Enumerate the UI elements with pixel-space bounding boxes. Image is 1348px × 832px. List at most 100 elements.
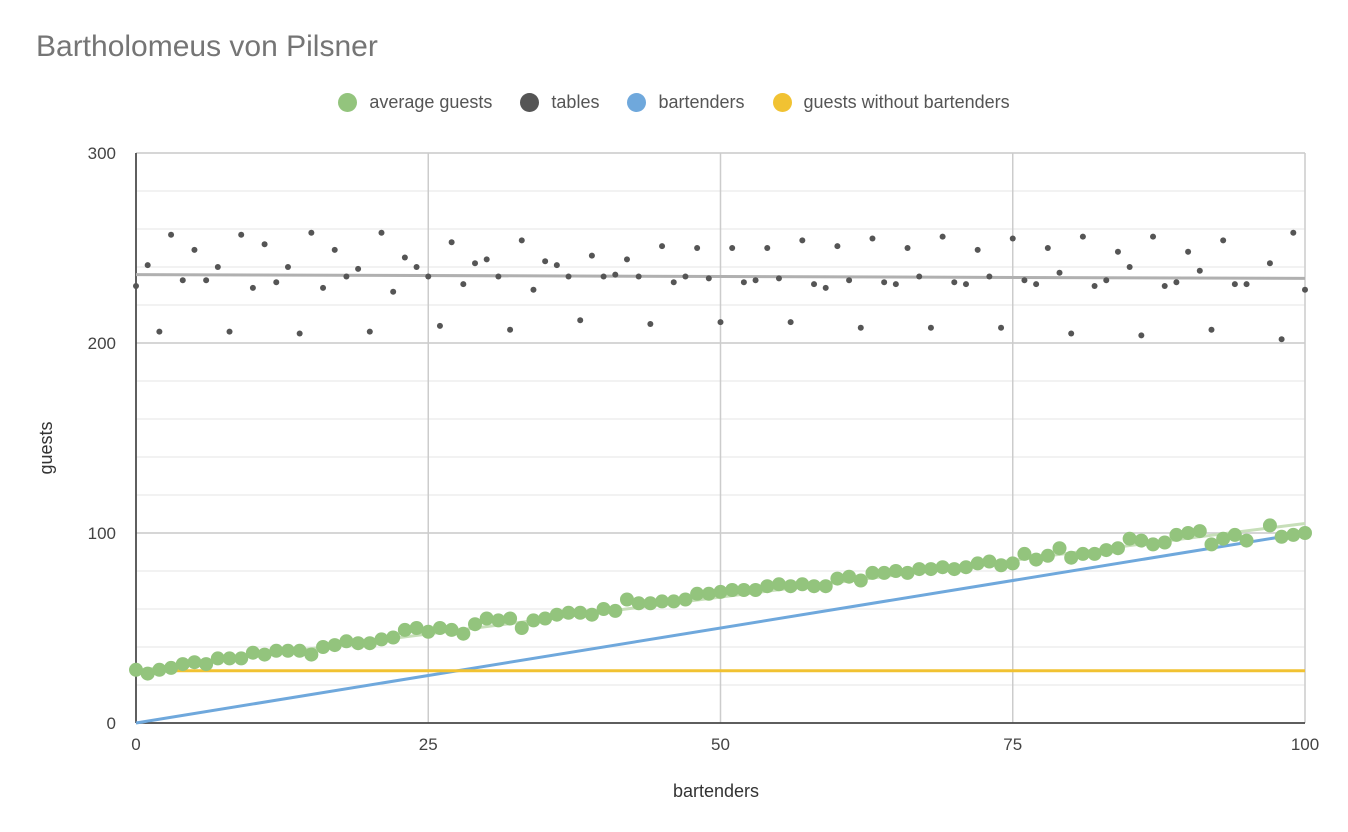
y-tick-label: 200 bbox=[88, 334, 116, 353]
point-average-guests bbox=[257, 647, 272, 662]
point-tables bbox=[846, 277, 853, 284]
point-average-guests bbox=[853, 573, 868, 588]
point-average-guests bbox=[958, 560, 973, 575]
point-average-guests bbox=[234, 651, 249, 666]
point-tables bbox=[1243, 281, 1250, 288]
point-tables bbox=[390, 288, 397, 295]
point-tables bbox=[378, 229, 385, 236]
legend-label-average-guests: average guests bbox=[369, 92, 493, 112]
point-tables bbox=[1196, 267, 1203, 274]
point-average-guests bbox=[339, 634, 354, 649]
point-average-guests bbox=[807, 579, 822, 594]
point-average-guests bbox=[526, 613, 541, 628]
point-average-guests bbox=[129, 662, 143, 677]
legend-item-guests-without-bartenders[interactable]: guests without bartenders bbox=[772, 92, 1010, 113]
legend-swatch-guests-without-bartenders bbox=[772, 93, 792, 112]
point-tables bbox=[1231, 281, 1238, 288]
point-average-guests bbox=[1029, 552, 1044, 567]
point-average-guests bbox=[316, 640, 331, 654]
point-average-guests bbox=[479, 611, 494, 626]
point-tables bbox=[717, 319, 724, 326]
point-tables bbox=[565, 273, 572, 280]
point-tables bbox=[647, 321, 654, 327]
point-tables bbox=[752, 277, 759, 284]
point-tables bbox=[1161, 283, 1168, 289]
point-tables bbox=[191, 246, 198, 253]
legend-item-average-guests[interactable]: average guests bbox=[338, 92, 492, 113]
point-tables bbox=[296, 330, 303, 337]
point-tables bbox=[156, 328, 163, 335]
y-tick-label: 300 bbox=[88, 144, 116, 163]
point-tables bbox=[273, 279, 280, 286]
point-average-guests bbox=[1157, 535, 1172, 550]
point-tables bbox=[1033, 281, 1040, 288]
point-average-guests bbox=[1274, 529, 1289, 544]
trendline-tables bbox=[135, 273, 1306, 280]
point-average-guests bbox=[783, 579, 798, 594]
point-tables bbox=[179, 277, 186, 284]
point-tables bbox=[1138, 332, 1145, 339]
point-tables bbox=[1302, 286, 1308, 293]
point-average-guests bbox=[947, 562, 962, 577]
point-average-guests bbox=[982, 554, 997, 569]
chart-marks bbox=[129, 229, 1312, 725]
point-average-guests bbox=[888, 564, 903, 578]
point-average-guests bbox=[140, 666, 155, 681]
point-average-guests bbox=[994, 558, 1009, 573]
axes: 0 100 200 300 0 25 50 75 100 bbox=[88, 144, 1320, 754]
point-average-guests bbox=[678, 592, 693, 607]
point-tables bbox=[1150, 233, 1157, 240]
point-average-guests bbox=[655, 594, 670, 609]
point-average-guests bbox=[199, 657, 214, 672]
x-tick-label: 100 bbox=[1291, 735, 1319, 754]
point-average-guests bbox=[619, 592, 634, 607]
point-tables bbox=[168, 231, 175, 238]
point-average-guests bbox=[865, 565, 880, 580]
point-average-guests bbox=[608, 603, 623, 618]
point-tables bbox=[623, 256, 630, 263]
point-average-guests bbox=[514, 621, 529, 635]
point-average-guests bbox=[795, 577, 810, 592]
point-average-guests bbox=[397, 622, 412, 637]
point-tables bbox=[366, 328, 373, 335]
point-tables bbox=[962, 281, 969, 288]
point-tables bbox=[331, 246, 338, 253]
point-tables bbox=[542, 258, 549, 265]
point-tables bbox=[425, 273, 432, 280]
point-tables bbox=[448, 239, 455, 246]
point-average-guests bbox=[351, 636, 366, 651]
point-tables bbox=[740, 279, 747, 286]
point-average-guests bbox=[1239, 533, 1254, 548]
point-average-guests bbox=[771, 577, 786, 592]
point-average-guests bbox=[666, 594, 681, 609]
point-tables bbox=[214, 264, 221, 270]
point-average-guests bbox=[280, 643, 295, 658]
point-tables bbox=[916, 273, 923, 280]
point-tables bbox=[588, 252, 595, 259]
legend-item-bartenders[interactable]: bartenders bbox=[627, 92, 745, 113]
point-tables bbox=[507, 326, 514, 333]
point-tables bbox=[1220, 237, 1227, 244]
point-tables bbox=[811, 281, 818, 288]
point-average-guests bbox=[1286, 527, 1301, 542]
point-tables bbox=[1114, 248, 1121, 255]
point-average-guests bbox=[1005, 556, 1020, 571]
point-tables bbox=[530, 286, 537, 293]
point-average-guests bbox=[152, 662, 167, 677]
x-axis-label: bartenders bbox=[673, 781, 759, 801]
point-average-guests bbox=[912, 562, 927, 577]
point-average-guests bbox=[970, 556, 985, 571]
point-average-guests bbox=[596, 602, 611, 616]
point-tables bbox=[1021, 277, 1028, 284]
point-average-guests bbox=[1122, 531, 1137, 546]
point-tables bbox=[927, 324, 934, 331]
point-average-guests bbox=[269, 643, 284, 658]
legend-item-tables[interactable]: tables bbox=[520, 92, 599, 113]
point-average-guests bbox=[292, 643, 307, 658]
point-tables bbox=[670, 279, 677, 286]
point-average-guests bbox=[362, 636, 377, 651]
x-tick-label: 0 bbox=[131, 735, 140, 754]
point-average-guests bbox=[164, 660, 179, 675]
